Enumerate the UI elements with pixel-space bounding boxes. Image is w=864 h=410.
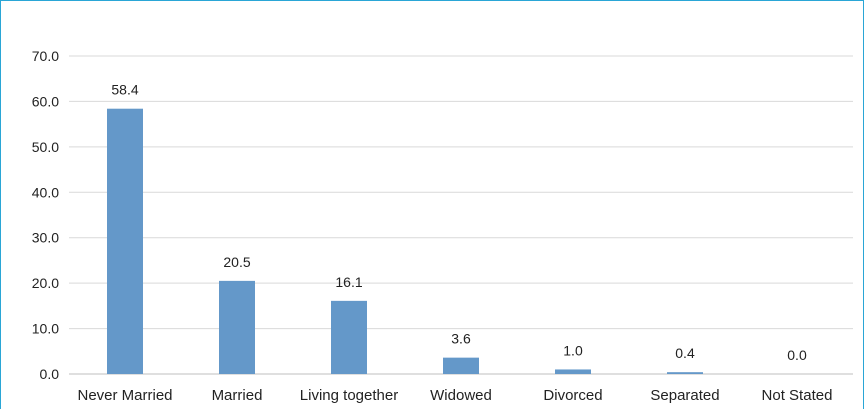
x-tick-label: Not Stated xyxy=(762,387,833,404)
y-tick-label: 50.0 xyxy=(32,139,59,155)
data-label: 20.5 xyxy=(223,254,250,270)
bars xyxy=(107,108,703,374)
y-tick-label: 70.0 xyxy=(32,48,59,64)
data-label: 1.0 xyxy=(563,342,583,358)
y-tick-label: 0.0 xyxy=(40,366,60,382)
x-tick-label: Divorced xyxy=(543,387,602,404)
data-label: 3.6 xyxy=(451,331,471,347)
data-label: 0.0 xyxy=(787,347,807,363)
data-labels: 58.4 20.5 16.1 3.6 1.0 0.4 0.0 xyxy=(111,82,807,363)
bar xyxy=(555,369,591,374)
x-tick-label: Never Married xyxy=(77,387,172,404)
x-tick-label: Separated xyxy=(650,387,719,404)
data-label: 0.4 xyxy=(675,345,695,361)
bar xyxy=(667,372,703,374)
y-tick-label: 20.0 xyxy=(32,275,59,291)
y-tick-label: 40.0 xyxy=(32,184,59,200)
x-tick-label: Married xyxy=(212,387,263,404)
bar xyxy=(331,300,367,374)
gridlines xyxy=(69,55,853,375)
x-axis-categories: Never Married Married Living together Widow… xyxy=(77,387,832,404)
bar xyxy=(107,108,143,374)
y-axis-ticks: 0.0 10.0 20.0 30.0 40.0 50.0 60.0 70.0 xyxy=(32,48,59,382)
data-label: 16.1 xyxy=(335,274,362,290)
bar xyxy=(443,357,479,374)
y-tick-label: 10.0 xyxy=(32,321,59,337)
x-tick-label: Living together xyxy=(300,387,398,404)
bar xyxy=(219,280,255,374)
y-tick-label: 60.0 xyxy=(32,93,59,109)
y-tick-label: 30.0 xyxy=(32,230,59,246)
x-tick-label: Widowed xyxy=(430,387,492,404)
data-label: 58.4 xyxy=(111,82,138,98)
